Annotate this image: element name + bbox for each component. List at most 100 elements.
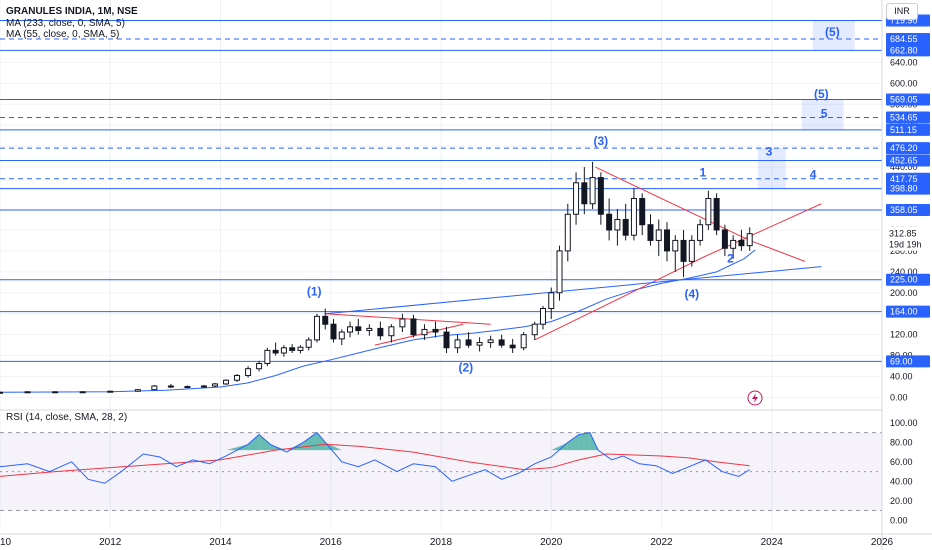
time-tick-label: 2016 — [320, 537, 343, 548]
candle-body — [200, 385, 207, 388]
price-level-label: 662.80 — [890, 45, 918, 55]
candle-body — [680, 239, 687, 262]
wave-label: 1 — [700, 166, 707, 180]
candle-body — [330, 323, 337, 340]
price-level-label: 452.65 — [890, 155, 918, 165]
price-level-badge — [886, 305, 930, 318]
candle-body — [738, 239, 745, 247]
candle-body — [305, 339, 312, 348]
candle-body — [647, 224, 654, 241]
wave-label: 4 — [810, 168, 817, 182]
candle-body — [410, 318, 417, 336]
rsi-overbought-fill — [248, 434, 260, 451]
candle-body — [322, 315, 329, 325]
price-tick-label: 200.00 — [890, 288, 918, 298]
price-tick-label: 280.00 — [890, 246, 918, 256]
price-level-label: 534.65 — [890, 113, 918, 123]
trendline — [534, 203, 822, 341]
price-level-badge — [886, 33, 930, 46]
candle-body — [338, 331, 345, 340]
candle-body — [539, 308, 546, 325]
price-level-badge — [886, 273, 930, 286]
rsi-overbought-fill — [551, 442, 568, 451]
candle-body — [366, 327, 373, 331]
ma1-legend[interactable]: MA (233, close, 0, SMA, 5) — [6, 18, 125, 29]
candle-body — [443, 331, 450, 349]
candle-body — [672, 239, 679, 252]
candle-body — [184, 386, 191, 389]
candle-body — [256, 362, 263, 370]
candle-body — [399, 318, 406, 328]
candle-body — [664, 229, 671, 252]
candle-body — [432, 328, 439, 333]
candle-body — [713, 198, 720, 231]
wave-label: 2 — [727, 251, 734, 265]
currency-button[interactable]: INR — [886, 3, 918, 20]
countdown-label: 19d 19h — [889, 240, 922, 250]
time-tick-label: 2026 — [871, 537, 894, 548]
price-axis[interactable]: 0.0040.0080.00120.00160.00200.00240.0028… — [881, 0, 932, 550]
price-level-label: 69.00 — [890, 356, 913, 366]
price-level-badge — [886, 204, 930, 217]
price-level-badge — [886, 142, 930, 155]
candle-body — [52, 391, 59, 394]
candle-body — [388, 326, 395, 337]
trendline — [325, 313, 491, 325]
price-level-label: 569.05 — [890, 95, 918, 105]
price-level-label: 358.05 — [890, 205, 918, 215]
wave-label: 5 — [821, 106, 828, 120]
last-price-label: 312.85 — [889, 229, 917, 239]
wave-labels: (1) (2) (3) (4) 1 2 3 4 5 (5) (5) — [307, 25, 840, 374]
rsi-tick-label: 100.00 — [890, 418, 918, 428]
price-level-badge — [886, 182, 930, 195]
candle-body — [705, 198, 712, 226]
time-axis[interactable]: 2010 2012 2014 2016 2018 2020 2022 2024 2026 — [0, 533, 932, 548]
grid — [0, 0, 932, 530]
time-tick-label: 2012 — [99, 537, 122, 548]
symbol-title[interactable]: GRANULES INDIA, 1M, NSE — [6, 6, 138, 17]
candle-body — [688, 239, 695, 262]
candle-body — [167, 385, 174, 388]
candle-body — [597, 177, 604, 215]
candles — [0, 161, 753, 394]
candle-body — [614, 218, 621, 231]
candle-body — [24, 391, 31, 394]
time-tick-label: 2014 — [209, 537, 232, 548]
rsi-tick-label: 80.00 — [890, 437, 913, 447]
price-level-badge — [886, 93, 930, 106]
candle-body — [280, 347, 287, 354]
rsi-overbought-fill — [259, 434, 271, 451]
lightning-icon — [752, 393, 758, 403]
rsi-legend[interactable]: RSI (14, close, SMA, 28, 2) — [6, 412, 128, 423]
price-levels — [0, 20, 882, 362]
price-level-label: 511.15 — [890, 125, 917, 135]
price-level-badge — [886, 111, 930, 124]
candle-body — [297, 346, 304, 351]
candle-body — [589, 177, 596, 205]
rsi-line — [0, 431, 750, 484]
price-tick-label: 440.00 — [890, 162, 918, 172]
candle-body — [313, 315, 320, 341]
last-price-badge — [886, 226, 930, 251]
candle-body — [622, 218, 629, 236]
price-level-label: 164.00 — [890, 307, 918, 317]
price-tick-label: 120.00 — [890, 330, 918, 340]
candle-body — [234, 375, 241, 381]
price-tick-label: 640.00 — [890, 57, 918, 67]
price-level-label: 476.20 — [890, 143, 918, 153]
time-tick-label: 2022 — [650, 537, 673, 548]
candle-body — [465, 339, 472, 346]
candle-body — [377, 327, 384, 337]
candle-body — [289, 347, 296, 351]
candle-body — [573, 182, 580, 215]
candle-body — [581, 182, 588, 205]
candle-body — [421, 328, 428, 336]
ma2-legend[interactable]: MA (55, close, 0, SMA, 5) — [6, 29, 120, 40]
candle-body — [454, 339, 461, 349]
price-tick-label: 240.00 — [890, 267, 918, 277]
price-level-label: 684.55 — [890, 34, 918, 44]
price-tick-label: 40.00 — [890, 372, 913, 382]
rsi-overbought-fill — [316, 432, 326, 451]
trendline — [374, 323, 464, 346]
